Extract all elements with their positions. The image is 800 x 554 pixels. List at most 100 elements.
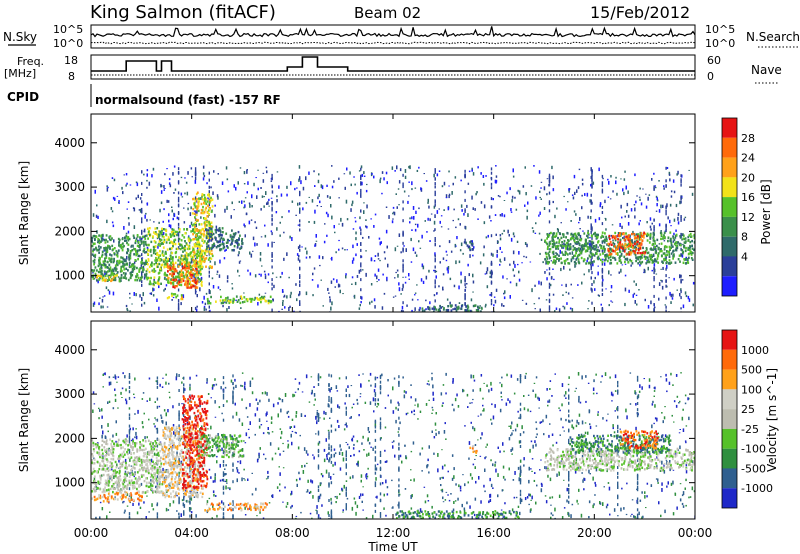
scatter-cell xyxy=(146,179,148,182)
region-cell xyxy=(640,242,643,245)
region-cell xyxy=(565,236,567,239)
scatter-cell xyxy=(470,298,473,302)
scatter-cell xyxy=(524,497,527,501)
scatter-cell xyxy=(692,303,694,307)
scatter-cell xyxy=(460,179,462,182)
region-cell xyxy=(575,258,578,261)
scatter-cell xyxy=(609,376,611,379)
scatter-cell xyxy=(335,501,337,504)
scatter-cell xyxy=(252,250,254,252)
scatter-cell xyxy=(346,218,349,221)
scatter-cell xyxy=(542,261,544,264)
region-cell xyxy=(209,265,212,268)
region-cell xyxy=(198,200,200,203)
region-cell xyxy=(183,257,186,260)
scatter-cell xyxy=(526,209,529,213)
scatter-cell xyxy=(608,270,610,275)
region-cell xyxy=(603,245,605,248)
streak-cell xyxy=(601,184,604,188)
region-cell xyxy=(98,239,101,242)
scatter-cell xyxy=(668,173,671,176)
scatter-cell xyxy=(392,212,394,215)
scatter-cell xyxy=(605,288,607,290)
region-cell xyxy=(605,239,608,242)
scatter-cell xyxy=(414,251,417,254)
scatter-cell xyxy=(199,250,202,254)
region-cell xyxy=(552,245,554,249)
cpid-text: normalsound (fast) -157 RF xyxy=(95,93,281,107)
scatter-cell xyxy=(430,213,433,215)
scatter-cell xyxy=(655,186,657,189)
region-cell xyxy=(182,271,184,274)
region-cell xyxy=(239,234,241,237)
region-cell xyxy=(175,296,178,299)
region-cell xyxy=(135,253,138,257)
region-cell xyxy=(103,263,106,266)
streak-cell xyxy=(591,169,593,173)
scatter-cell xyxy=(255,398,258,401)
nsky-series-line xyxy=(90,26,696,38)
region-cell xyxy=(675,241,678,244)
scatter-cell xyxy=(257,187,259,191)
region-cell xyxy=(544,258,546,261)
region-cell xyxy=(202,249,205,253)
region-cell xyxy=(651,259,654,262)
region-cell xyxy=(587,257,589,260)
streak-cell xyxy=(653,218,655,222)
scatter-cell xyxy=(484,490,486,493)
region-cell xyxy=(230,237,233,241)
region-cell xyxy=(472,248,474,251)
region-cell xyxy=(184,245,186,248)
scatter-cell xyxy=(470,374,472,379)
scatter-cell xyxy=(462,252,464,255)
region-cell xyxy=(205,217,207,221)
region-cell xyxy=(157,279,160,282)
region-cell xyxy=(92,248,95,251)
scatter-cell xyxy=(588,469,590,474)
region-cell xyxy=(555,245,557,249)
region-cell xyxy=(179,247,182,251)
scatter-cell xyxy=(377,258,380,260)
region-cell xyxy=(167,270,169,273)
region-cell xyxy=(227,299,230,303)
region-cell xyxy=(209,302,212,305)
region-cell xyxy=(92,275,94,279)
scatter-cell xyxy=(376,275,378,280)
scatter-cell xyxy=(673,400,676,403)
region-cell xyxy=(201,238,204,241)
scatter-cell xyxy=(183,504,186,508)
region-cell xyxy=(563,239,566,243)
scatter-cell xyxy=(365,250,367,252)
streak-cell xyxy=(208,274,210,278)
region-cell xyxy=(544,239,547,242)
region-cell xyxy=(203,240,206,243)
scatter-cell xyxy=(632,230,634,235)
region-cell xyxy=(120,265,123,269)
scatter-cell xyxy=(351,283,353,285)
scatter-cell xyxy=(150,482,152,487)
region-cell xyxy=(586,234,588,238)
scatter-cell xyxy=(340,448,342,451)
region-cell xyxy=(203,233,205,236)
region-cell xyxy=(152,251,155,255)
region-cell xyxy=(683,246,686,249)
region-cell xyxy=(218,227,221,230)
scatter-cell xyxy=(123,174,125,176)
streak-cell xyxy=(601,205,604,209)
scatter-cell xyxy=(497,241,499,244)
scatter-cell xyxy=(602,177,604,180)
region-cell xyxy=(562,245,565,248)
scatter-cell xyxy=(310,376,313,378)
region-cell xyxy=(638,255,641,259)
region-cell xyxy=(151,269,154,272)
scatter-cell xyxy=(341,487,343,491)
region-cell xyxy=(630,245,633,248)
scatter-cell xyxy=(587,382,590,384)
scatter-cell xyxy=(651,222,653,225)
scatter-cell xyxy=(142,292,144,297)
region-cell xyxy=(169,267,172,270)
scatter-cell xyxy=(679,400,681,403)
region-cell xyxy=(185,254,188,257)
scatter-cell xyxy=(577,503,579,505)
region-cell xyxy=(645,262,648,265)
